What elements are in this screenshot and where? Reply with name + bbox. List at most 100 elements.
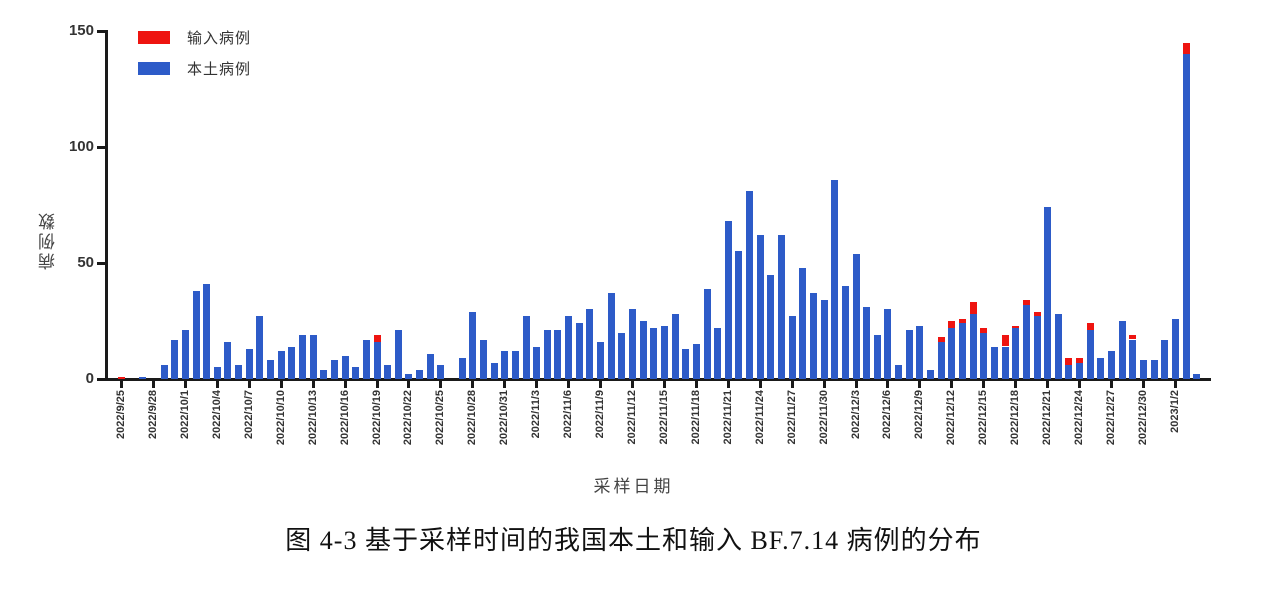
bar-segment-local <box>639 321 647 379</box>
bar-segment-local <box>341 355 349 379</box>
x-tick <box>918 381 922 388</box>
x-tick-label: 2022/11/24 <box>753 390 766 445</box>
x-tick-label: 2022/12/3 <box>849 390 862 439</box>
bar-segment-imported <box>948 321 956 328</box>
bar-segment-imported <box>1065 358 1073 366</box>
bar-segment-local <box>394 330 402 379</box>
x-tick <box>790 381 794 388</box>
bar-segment-local <box>203 283 211 379</box>
bar-segment-imported <box>1033 311 1041 317</box>
x-tick-label: 2022/11/18 <box>689 390 702 445</box>
legend-swatch-local-icon <box>138 61 170 75</box>
x-tick-label: 2022/10/31 <box>498 390 511 446</box>
bar-segment-imported <box>959 318 966 324</box>
bar-segment-local <box>799 267 807 379</box>
x-axis-title: 采样日期 <box>593 477 674 496</box>
x-tick-label: 2022/12/24 <box>1073 390 1085 446</box>
bar-segment-local <box>320 369 328 379</box>
bar-segment-local <box>533 346 541 379</box>
bar-segment-local <box>522 316 530 379</box>
bar-segment-imported <box>969 302 977 314</box>
x-tick <box>503 381 507 388</box>
bar-segment-local <box>1033 316 1041 379</box>
legend-item-imported: 输入病例 <box>138 30 251 47</box>
x-tick-label: 2022/11/30 <box>817 390 830 445</box>
x-tick-label: 2022/11/12 <box>626 390 638 445</box>
bar-segment-local <box>235 365 243 379</box>
bar-segment-imported <box>1022 300 1030 305</box>
bar-segment-imported <box>937 337 945 342</box>
bar-segment-local <box>1012 328 1020 379</box>
y-tick <box>97 377 105 381</box>
x-tick <box>694 381 698 388</box>
y-tick-label: 50 <box>77 254 94 271</box>
x-tick-label: 2022/11/6 <box>562 390 575 439</box>
bar-segment-imported <box>1012 325 1020 328</box>
x-tick <box>535 381 539 388</box>
x-tick-label: 2022/12/12 <box>945 390 958 446</box>
bar-segment-local <box>1129 339 1137 379</box>
x-tick-label: 2022/10/16 <box>338 390 351 446</box>
bar-segment-imported <box>118 376 125 379</box>
bar-segment-local <box>1171 318 1179 379</box>
bar-segment-local <box>1001 346 1009 379</box>
bar-segment-local <box>139 376 147 379</box>
bar-segment-local <box>692 344 700 379</box>
legend-label-imported: 输入病例 <box>187 29 252 47</box>
bar-segment-local <box>373 341 381 379</box>
x-tick-label: 2022/10/13 <box>306 390 319 446</box>
bar-segment-local <box>990 346 998 379</box>
bar-segment-imported <box>1076 358 1083 363</box>
bar-segment-local <box>405 374 413 379</box>
x-tick <box>183 381 187 388</box>
x-tick <box>758 381 762 388</box>
chart-area: 0 50 100 150 2022/9/25 2022/9/28 2022/10/1 202… <box>39 23 1211 446</box>
x-tick-label: 2022/9/28 <box>146 390 159 439</box>
x-tick <box>1014 381 1018 388</box>
bar-segment-local <box>1150 360 1158 379</box>
bar-segment-local <box>437 365 445 379</box>
x-tick <box>822 381 826 388</box>
bar-segment-imported <box>1129 334 1137 340</box>
bar-segment-local <box>1086 330 1094 379</box>
bar-segment-local <box>884 309 892 379</box>
bar-segment-local <box>618 332 626 379</box>
x-tick <box>854 381 858 388</box>
bar-segment-imported <box>373 334 381 342</box>
x-tick <box>982 381 986 388</box>
x-tick-label: 2022/12/18 <box>1009 390 1022 446</box>
bar-segment-local <box>288 346 296 379</box>
bar-segment-local <box>895 365 903 379</box>
bar-segment-local <box>969 314 977 379</box>
x-tick <box>662 381 666 388</box>
x-tick-label: 2022/11/15 <box>657 390 670 445</box>
bar-segment-local <box>724 221 732 379</box>
x-tick <box>247 381 251 388</box>
bar-segment-local <box>660 325 668 379</box>
bar-segment-local <box>714 328 722 379</box>
x-tick-label: 2022/10/22 <box>402 390 415 446</box>
x-tick <box>151 381 155 388</box>
bar-segment-local <box>362 339 370 379</box>
x-tick-label: 2022/11/9 <box>594 390 606 439</box>
bar-segment-local <box>1076 362 1083 379</box>
bar-segment-local <box>873 334 881 379</box>
bar-segment-local <box>224 341 232 379</box>
bar-segment-local <box>384 365 392 379</box>
x-tick <box>215 381 219 388</box>
x-tick <box>343 381 347 388</box>
bar-segment-local <box>682 348 690 379</box>
x-tick <box>1078 381 1081 388</box>
x-tick <box>120 381 123 388</box>
x-tick <box>407 381 411 388</box>
bar-segment-local <box>788 316 796 379</box>
bar-segment-local <box>767 274 775 379</box>
bar-segment-local <box>863 307 871 379</box>
x-tick-label: 2022/12/6 <box>881 390 894 439</box>
y-axis-title: 病例数 <box>39 210 58 270</box>
bar-segment-local <box>213 367 221 379</box>
figure-caption: 图 4-3 基于采样时间的我国本土和输入 BF.7.14 病例的分布 <box>285 526 982 555</box>
bar-segment-local <box>1108 351 1115 379</box>
bar-segment-local <box>575 323 583 379</box>
